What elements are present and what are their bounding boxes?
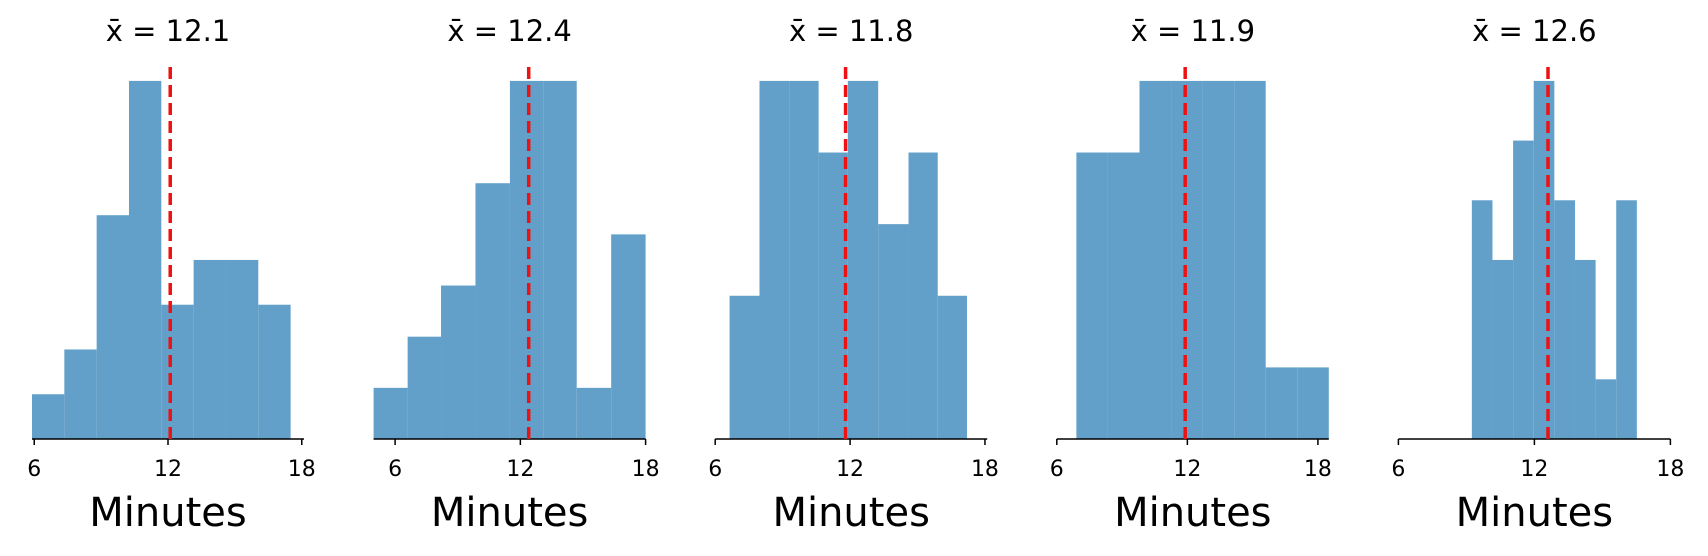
x-tick-label: 12 [1520, 457, 1548, 482]
x-tick-label: 18 [288, 457, 316, 482]
bar [1107, 152, 1140, 439]
bar [32, 394, 65, 439]
panel-title: x̄ = 11.9 [1131, 14, 1255, 48]
x-tick-label: 18 [1304, 457, 1332, 482]
x-axis-label: Minutes [89, 490, 246, 536]
x-tick-label: 6 [27, 457, 41, 482]
bar [1202, 80, 1235, 440]
x-tick-label: 18 [971, 457, 999, 482]
bar [818, 152, 848, 439]
bar [373, 387, 408, 439]
bar [729, 295, 760, 439]
bar [1139, 80, 1172, 440]
x-tick-label: 12 [154, 457, 182, 482]
bar [1471, 200, 1493, 439]
panel-title: x̄ = 11.8 [789, 14, 913, 48]
bar [193, 259, 226, 439]
panel-title: x̄ = 12.4 [447, 14, 571, 48]
bar [576, 387, 612, 439]
bar [789, 80, 819, 440]
bar [937, 295, 967, 439]
bar [441, 285, 476, 439]
x-tick-label: 18 [632, 457, 660, 482]
bar [878, 224, 909, 439]
bar [258, 304, 291, 439]
bar [1595, 379, 1617, 439]
bar [1513, 140, 1534, 440]
bar [1492, 259, 1514, 439]
bar [225, 259, 259, 439]
x-axis-label: Minutes [1456, 490, 1613, 536]
bar [475, 183, 510, 439]
x-tick-label: 18 [1656, 457, 1684, 482]
bar [509, 80, 544, 440]
bar [1554, 200, 1575, 439]
x-tick-label: 6 [1391, 457, 1405, 482]
bar [96, 215, 129, 439]
bar [1574, 259, 1596, 439]
bar [1234, 80, 1266, 440]
bar [759, 80, 790, 440]
x-axis-label: Minutes [1114, 490, 1271, 536]
bar [847, 80, 879, 440]
bar [1616, 200, 1637, 439]
x-tick-label: 12 [506, 457, 534, 482]
bar [611, 234, 646, 439]
bar [1265, 367, 1298, 439]
x-tick-label: 6 [1050, 457, 1064, 482]
panel-title: x̄ = 12.6 [1472, 14, 1596, 48]
x-axis-label: Minutes [772, 490, 929, 536]
bar [1297, 367, 1329, 439]
bar [128, 80, 162, 440]
x-tick-label: 12 [1173, 457, 1201, 482]
x-tick-label: 12 [836, 457, 864, 482]
panel-title: x̄ = 12.1 [106, 14, 230, 48]
bar [1076, 152, 1108, 439]
x-tick-label: 6 [388, 457, 402, 482]
bar [1533, 80, 1555, 440]
x-tick-label: 6 [708, 457, 722, 482]
bar [64, 349, 97, 439]
bar [161, 304, 194, 439]
bar [407, 336, 442, 439]
bar [908, 152, 938, 439]
bar [543, 80, 577, 440]
bar [1171, 80, 1203, 440]
x-axis-label: Minutes [431, 490, 588, 536]
